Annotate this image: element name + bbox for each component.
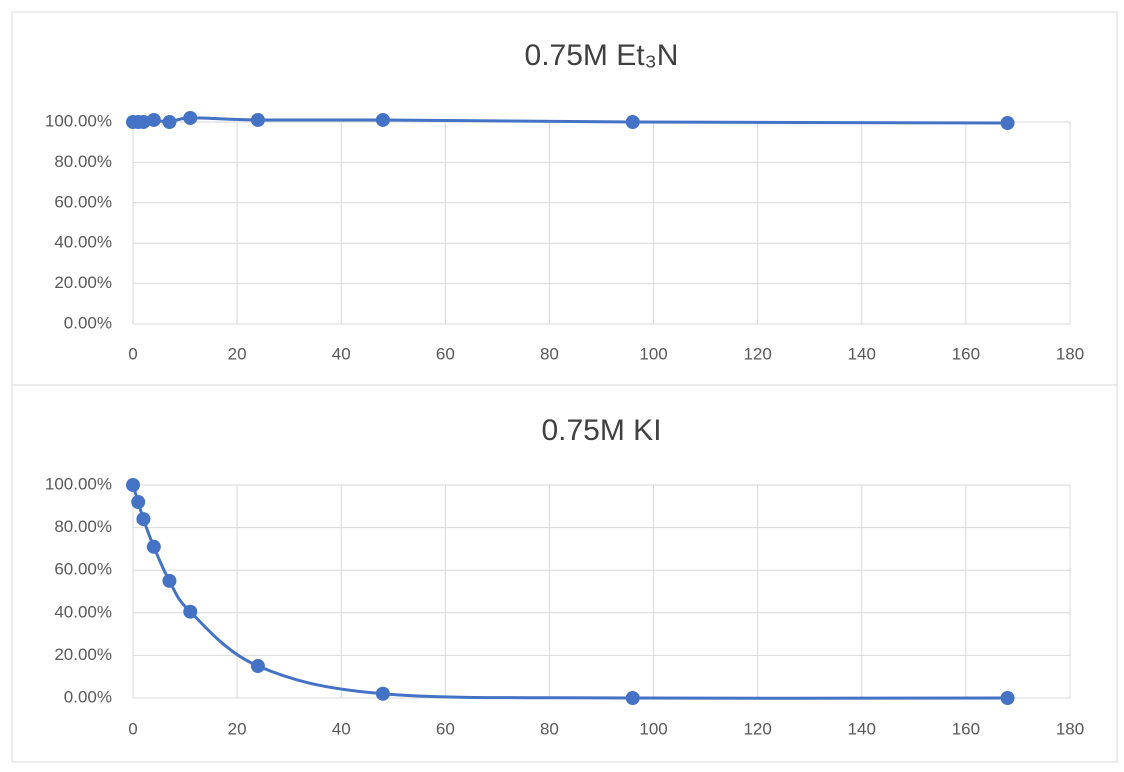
data-point bbox=[250, 659, 265, 674]
x-tick-label: 20 bbox=[228, 344, 247, 363]
data-point bbox=[126, 478, 140, 492]
y-tick-label: 0.00% bbox=[64, 313, 112, 332]
x-tick-label: 120 bbox=[743, 719, 771, 738]
data-point bbox=[162, 115, 177, 129]
y-tick-label: 0.00% bbox=[64, 687, 112, 706]
data-point bbox=[625, 115, 640, 129]
x-tick-label: 80 bbox=[540, 719, 559, 738]
chart-border bbox=[11, 384, 1118, 763]
y-tick-label: 40.00% bbox=[54, 602, 112, 621]
y-tick-label: 40.00% bbox=[54, 233, 112, 252]
x-tick-label: 60 bbox=[436, 344, 455, 363]
x-tick-label: 140 bbox=[848, 719, 876, 738]
x-tick-label: 100 bbox=[639, 719, 667, 738]
x-tick-label: 160 bbox=[952, 719, 980, 738]
x-tick-label: 140 bbox=[848, 344, 876, 363]
data-point bbox=[146, 539, 161, 554]
data-point bbox=[183, 110, 198, 125]
data-point bbox=[375, 686, 390, 701]
x-tick-label: 40 bbox=[332, 719, 351, 738]
data-point bbox=[1000, 116, 1015, 131]
data-point bbox=[136, 512, 151, 527]
x-tick-label: 60 bbox=[436, 719, 455, 738]
data-point bbox=[375, 112, 390, 127]
data-point bbox=[625, 691, 640, 705]
data-point bbox=[146, 112, 161, 127]
data-point bbox=[1000, 691, 1015, 705]
x-tick-label: 120 bbox=[743, 344, 771, 363]
y-tick-label: 100.00% bbox=[45, 474, 112, 493]
data-point bbox=[250, 112, 265, 127]
chart-title: 0.75M Et₃N bbox=[525, 39, 679, 72]
x-tick-label: 100 bbox=[639, 344, 667, 363]
x-tick-label: 40 bbox=[332, 344, 351, 363]
y-tick-label: 80.00% bbox=[54, 517, 112, 536]
x-tick-label: 20 bbox=[228, 719, 247, 738]
x-tick-label: 0 bbox=[128, 344, 137, 363]
x-tick-label: 160 bbox=[952, 344, 980, 363]
x-tick-label: 180 bbox=[1056, 719, 1084, 738]
data-point bbox=[131, 495, 146, 510]
y-tick-label: 60.00% bbox=[54, 560, 112, 579]
y-tick-label: 100.00% bbox=[45, 111, 112, 130]
y-tick-label: 20.00% bbox=[54, 645, 112, 664]
y-tick-label: 60.00% bbox=[54, 192, 112, 211]
data-point bbox=[183, 604, 198, 619]
x-tick-label: 80 bbox=[540, 344, 559, 363]
x-tick-label: 180 bbox=[1056, 344, 1084, 363]
x-tick-label: 0 bbox=[128, 719, 137, 738]
data-point bbox=[136, 115, 151, 129]
y-tick-label: 20.00% bbox=[54, 273, 112, 292]
y-tick-label: 80.00% bbox=[54, 152, 112, 171]
chart-title: 0.75M KI bbox=[541, 414, 661, 447]
data-point bbox=[162, 573, 177, 588]
